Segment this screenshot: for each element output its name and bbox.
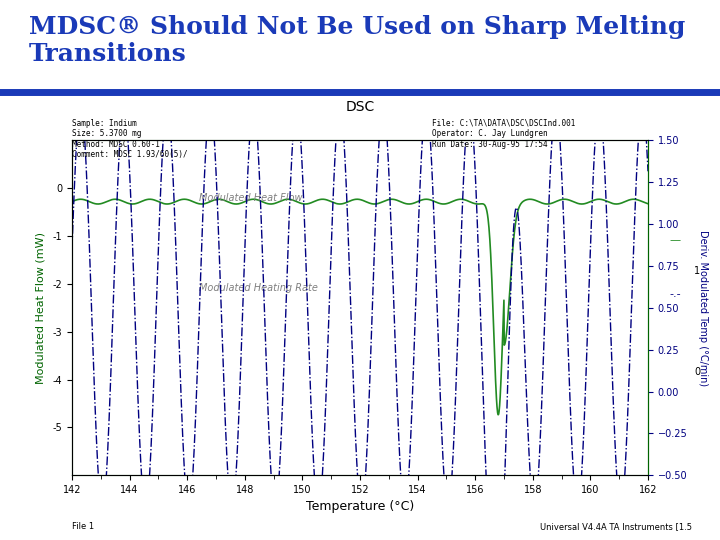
Text: Modulated Heat Flow: Modulated Heat Flow [199, 193, 302, 202]
Text: DSC: DSC [346, 100, 374, 114]
Text: Sample: Indium
Size: 5.3700 mg
Method: MDSC 0.60-1
Comment: MDSC 1.93/60(5)/: Sample: Indium Size: 5.3700 mg Method: M… [72, 119, 188, 159]
X-axis label: Temperature (°C): Temperature (°C) [306, 501, 414, 514]
Y-axis label: Deriv. Modulated Temp (°C/min): Deriv. Modulated Temp (°C/min) [698, 230, 708, 386]
Text: File 1: File 1 [72, 522, 94, 531]
Text: 1: 1 [694, 266, 701, 276]
Text: File: C:\TA\DATA\DSC\DSCInd.001
Operator: C. Jay Lundgren
Run Date: 30-Aug-95 17: File: C:\TA\DATA\DSC\DSCInd.001 Operator… [432, 119, 575, 148]
Text: MDSC® Should Not Be Used on Sharp Melting
Transitions: MDSC® Should Not Be Used on Sharp Meltin… [29, 15, 685, 66]
Text: —: — [670, 235, 680, 245]
Y-axis label: Modulated Heat Flow (mW): Modulated Heat Flow (mW) [35, 232, 45, 384]
Text: -.-: -.- [670, 289, 681, 299]
Text: 0: 0 [694, 367, 701, 377]
Text: Universal V4.4A TA Instruments [1.5: Universal V4.4A TA Instruments [1.5 [540, 522, 692, 531]
Text: Modulated Heating Rate: Modulated Heating Rate [199, 283, 318, 293]
